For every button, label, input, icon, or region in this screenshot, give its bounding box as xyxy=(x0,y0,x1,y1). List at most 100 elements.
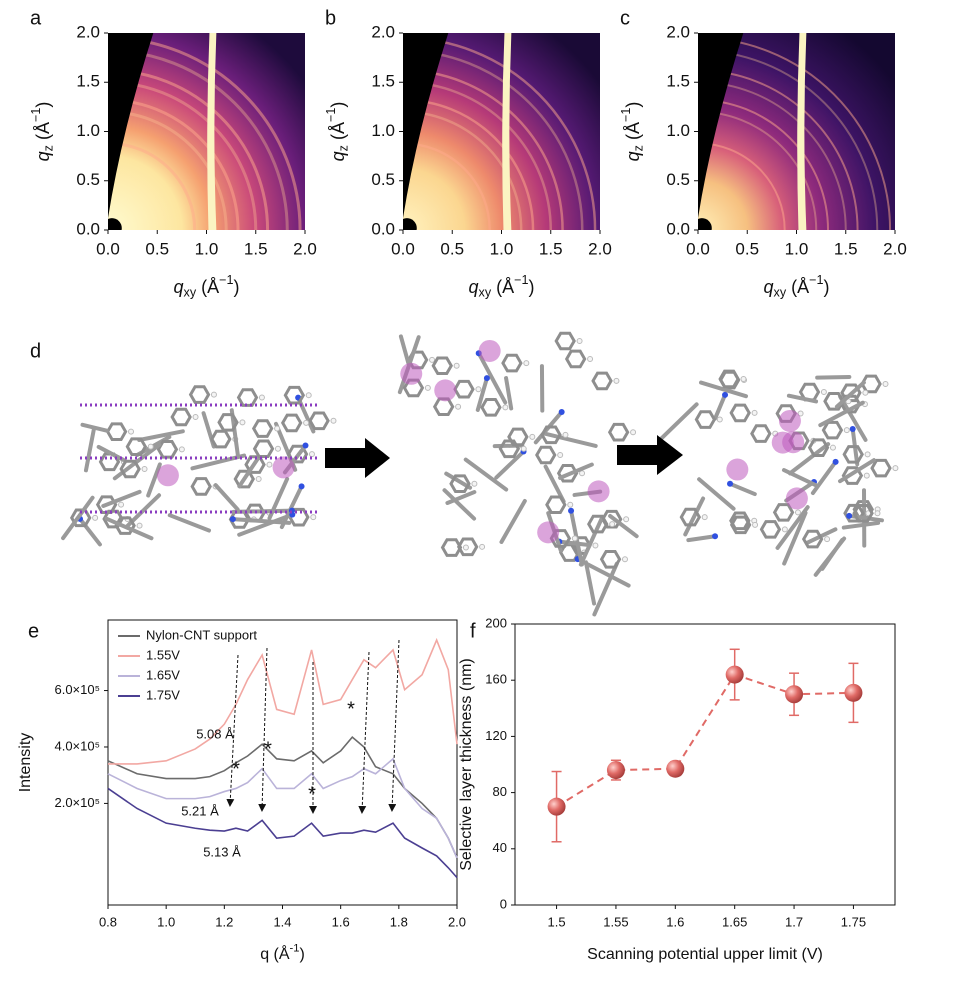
shift-arrow xyxy=(358,651,370,814)
x-tick-label: 1.6 xyxy=(332,914,350,929)
bond xyxy=(686,534,718,543)
x-tick-label: 2.0 xyxy=(588,239,612,258)
bond xyxy=(83,426,97,473)
beam-stop xyxy=(403,218,417,230)
bond xyxy=(782,511,808,566)
bond xyxy=(728,481,757,497)
highlight xyxy=(478,339,501,362)
ring xyxy=(841,466,864,485)
y-axis-label: Selective layer thickness (nm) xyxy=(458,658,475,871)
hydrogen xyxy=(797,410,804,417)
plot-frame xyxy=(107,619,458,906)
arrow xyxy=(617,435,683,475)
panel-label: a xyxy=(30,7,42,29)
hydrogen xyxy=(178,446,185,453)
nitrogen xyxy=(722,391,729,398)
ring xyxy=(286,444,309,464)
hydrogen xyxy=(829,444,836,451)
highlight xyxy=(782,431,805,454)
annotation: * xyxy=(232,758,240,780)
x-tick-label: 0.0 xyxy=(96,239,120,258)
y-tick-label: 0.5 xyxy=(666,170,690,189)
hydrogen xyxy=(424,384,431,391)
y-tick-label: 1.5 xyxy=(371,72,395,91)
annotation: * xyxy=(264,738,272,760)
nitrogen xyxy=(558,409,565,416)
x-tick-label: 1.0 xyxy=(785,239,809,258)
label-part: ) xyxy=(233,277,239,297)
bond xyxy=(683,496,706,537)
y-axis-label: qz (Å−1) xyxy=(619,102,646,162)
hydrogen xyxy=(630,429,637,436)
ring xyxy=(170,407,192,427)
label-part: xy xyxy=(774,286,787,300)
label-part: (Å xyxy=(786,277,809,297)
label-part: (Å xyxy=(33,122,53,145)
hydrogen xyxy=(562,431,569,438)
hydrogen xyxy=(520,445,527,452)
label-part: q xyxy=(764,277,774,297)
ring xyxy=(252,439,275,459)
hydrogen xyxy=(210,391,217,398)
legend-label: 1.55V xyxy=(146,647,180,662)
y-tick-label: 0.0 xyxy=(666,219,690,238)
heatmap-image xyxy=(698,33,895,230)
x-tick-label: 1.5 xyxy=(244,239,268,258)
hydrogen xyxy=(820,389,827,396)
hydrogen xyxy=(751,409,758,416)
ring xyxy=(280,413,303,433)
nitrogen xyxy=(302,442,309,449)
hydrogen xyxy=(305,392,312,399)
y-tick-label: 80 xyxy=(493,784,507,799)
x-axis-label: q (Å-1) xyxy=(260,943,305,964)
hydrogen xyxy=(863,472,870,479)
highlight xyxy=(778,409,801,432)
ring xyxy=(694,410,717,429)
ring xyxy=(251,419,274,438)
hydrogen xyxy=(310,514,317,521)
label-part: xy xyxy=(184,286,197,300)
label-part: z xyxy=(632,145,646,151)
hydrogen xyxy=(136,522,143,529)
nitrogen xyxy=(849,426,856,433)
bond xyxy=(476,351,508,405)
hydrogen xyxy=(567,501,574,508)
ring xyxy=(114,516,136,535)
ring xyxy=(607,422,630,442)
bond xyxy=(698,380,749,399)
bond xyxy=(146,462,162,498)
bond xyxy=(445,490,477,505)
x-tick-label: 1.8 xyxy=(390,914,408,929)
hydrogen xyxy=(274,425,281,432)
bond xyxy=(499,499,527,544)
ring xyxy=(823,391,845,411)
ring xyxy=(587,514,609,534)
ring xyxy=(729,511,751,531)
ring xyxy=(431,356,453,376)
y-axis-label: Intensity xyxy=(17,733,34,793)
data-point xyxy=(547,797,566,816)
bond xyxy=(137,429,185,442)
y-tick-label: 40 xyxy=(493,840,507,855)
legend-label: 1.65V xyxy=(146,667,180,682)
hydrogen xyxy=(479,543,486,550)
bond xyxy=(61,495,95,541)
label-part: q xyxy=(33,151,53,161)
hydrogen xyxy=(621,556,628,563)
hydrogen xyxy=(255,476,262,483)
x-tick-label: 1.6 xyxy=(666,914,684,929)
y-tick-label: 4.0×10⁵ xyxy=(54,738,100,753)
x-tick-label: 0.0 xyxy=(391,239,415,258)
data-point xyxy=(606,761,625,780)
nitrogen xyxy=(298,483,305,490)
bond xyxy=(279,484,304,530)
x-tick-label: 0.5 xyxy=(440,239,464,258)
legend-label: Nylon-CNT support xyxy=(146,627,257,642)
label-part: q xyxy=(174,277,184,297)
hydrogen xyxy=(529,433,536,440)
hydrogen xyxy=(740,375,747,382)
ring xyxy=(480,398,502,417)
hydrogen xyxy=(576,337,583,344)
label-part: (Å xyxy=(491,277,514,297)
label-part: −1 xyxy=(219,273,233,287)
